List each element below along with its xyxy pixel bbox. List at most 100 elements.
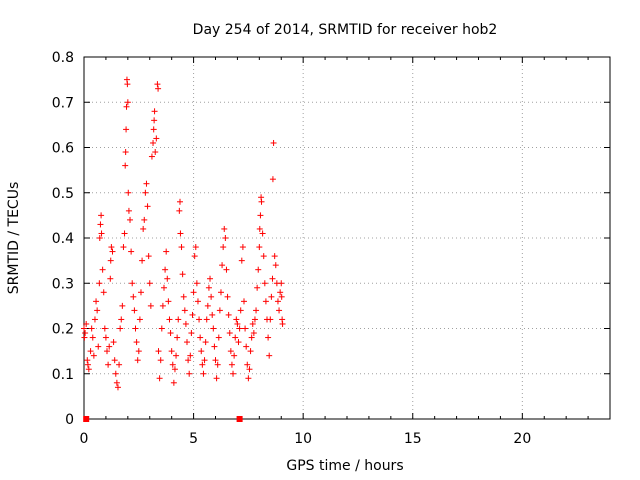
data-point bbox=[238, 257, 245, 264]
data-point bbox=[224, 293, 231, 300]
data-points bbox=[81, 76, 286, 422]
data-point bbox=[87, 348, 94, 355]
data-point bbox=[155, 348, 162, 355]
data-point bbox=[95, 343, 102, 350]
data-point bbox=[193, 280, 200, 287]
data-point bbox=[234, 320, 241, 327]
data-point bbox=[189, 311, 196, 318]
data-point bbox=[228, 361, 235, 368]
data-point bbox=[164, 275, 171, 282]
data-point bbox=[262, 298, 269, 305]
data-point bbox=[196, 316, 203, 323]
data-point bbox=[219, 262, 226, 269]
data-point bbox=[236, 325, 243, 332]
data-point bbox=[117, 325, 124, 332]
data-point bbox=[266, 352, 273, 359]
data-point bbox=[137, 289, 144, 296]
data-point bbox=[256, 244, 263, 251]
data-point bbox=[248, 334, 255, 341]
data-point bbox=[180, 293, 187, 300]
data-point bbox=[187, 352, 194, 359]
data-point bbox=[216, 307, 223, 314]
data-point bbox=[122, 162, 129, 169]
x-tick-label: 10 bbox=[294, 431, 312, 447]
data-point bbox=[96, 280, 103, 287]
y-axis: 0 0.1 0.2 0.3 0.4 0.5 0.6 0.7 0.8 bbox=[52, 50, 610, 428]
data-point bbox=[271, 253, 278, 260]
data-point bbox=[211, 343, 218, 350]
data-point bbox=[163, 248, 170, 255]
data-point bbox=[120, 244, 127, 251]
data-point bbox=[110, 339, 117, 346]
data-point bbox=[147, 302, 154, 309]
y-tick-label: 0.4 bbox=[52, 231, 74, 247]
data-point bbox=[267, 316, 274, 323]
data-point bbox=[99, 266, 106, 273]
data-point bbox=[135, 348, 142, 355]
y-tick-label: 0.2 bbox=[52, 322, 74, 338]
data-point bbox=[157, 357, 164, 364]
data-point bbox=[272, 262, 279, 269]
data-point bbox=[90, 352, 97, 359]
data-point bbox=[140, 225, 147, 232]
data-point bbox=[169, 361, 176, 368]
data-point bbox=[108, 244, 115, 251]
data-point bbox=[81, 334, 88, 341]
data-point bbox=[146, 280, 153, 287]
data-point bbox=[133, 339, 140, 346]
data-point bbox=[179, 271, 186, 278]
y-tick-label: 0.3 bbox=[52, 276, 74, 292]
data-point bbox=[166, 316, 173, 323]
data-point bbox=[253, 307, 260, 314]
data-point bbox=[181, 307, 188, 314]
data-point bbox=[91, 316, 98, 323]
zero-marker bbox=[83, 416, 90, 422]
data-point bbox=[239, 244, 246, 251]
data-point bbox=[259, 230, 266, 237]
data-point bbox=[106, 343, 113, 350]
data-point bbox=[124, 81, 131, 88]
data-point bbox=[204, 302, 211, 309]
data-point bbox=[244, 361, 251, 368]
data-point bbox=[139, 257, 146, 264]
data-point bbox=[210, 325, 217, 332]
data-point bbox=[208, 293, 215, 300]
data-point bbox=[151, 108, 158, 115]
data-point bbox=[198, 348, 205, 355]
data-point bbox=[107, 275, 114, 282]
data-point bbox=[88, 325, 95, 332]
data-point bbox=[82, 330, 89, 337]
data-point bbox=[111, 357, 118, 364]
data-point bbox=[121, 230, 128, 237]
data-point bbox=[255, 266, 262, 273]
data-point bbox=[222, 235, 229, 241]
data-point bbox=[125, 189, 132, 196]
data-point bbox=[279, 320, 286, 327]
data-point bbox=[243, 343, 250, 350]
data-point bbox=[261, 280, 268, 287]
data-point bbox=[269, 176, 276, 183]
data-point bbox=[268, 293, 275, 300]
data-point bbox=[221, 225, 228, 232]
data-point bbox=[254, 284, 261, 291]
data-point bbox=[100, 289, 107, 296]
data-point bbox=[156, 375, 163, 382]
data-point bbox=[245, 375, 252, 382]
data-point bbox=[124, 99, 131, 106]
zero-marker bbox=[236, 416, 243, 422]
data-point bbox=[278, 293, 285, 300]
data-point bbox=[162, 266, 169, 273]
data-point bbox=[192, 244, 199, 251]
y-tick-label: 0.1 bbox=[52, 367, 74, 383]
x-axis-label: GPS time / hours bbox=[286, 458, 403, 474]
data-point bbox=[188, 330, 195, 337]
data-point bbox=[145, 253, 152, 260]
data-point bbox=[233, 316, 240, 323]
data-point bbox=[225, 311, 232, 318]
data-point bbox=[205, 284, 212, 291]
data-point bbox=[119, 302, 126, 309]
data-point bbox=[142, 189, 149, 196]
data-point bbox=[123, 103, 130, 110]
